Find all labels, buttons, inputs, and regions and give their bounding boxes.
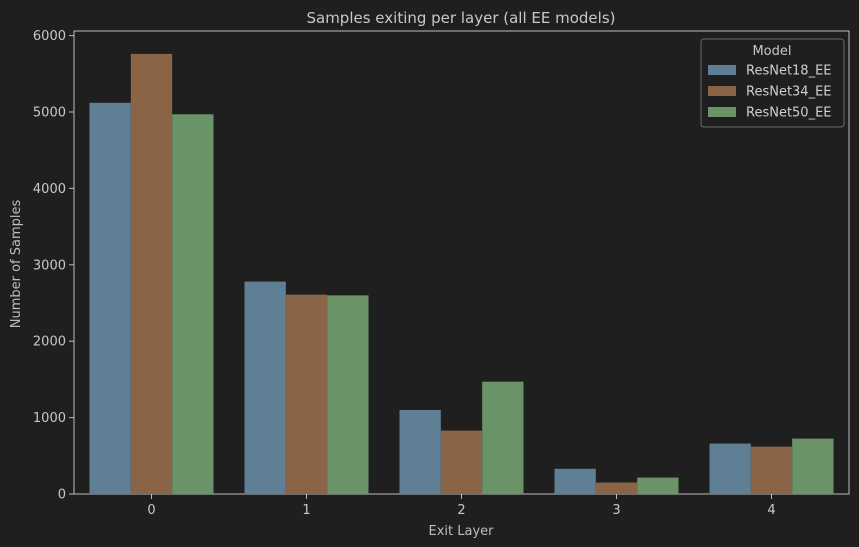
x-axis-label: Exit Layer (429, 524, 495, 539)
bar-resnet34-ee-layer-1 (285, 294, 328, 494)
x-tick-label: 0 (147, 503, 155, 518)
legend-swatch-resnet34-ee (708, 86, 736, 96)
legend-label-resnet34-ee: ResNet34_EE (746, 85, 832, 100)
bar-resnet18-ee-layer-3 (554, 468, 596, 494)
y-axis-label: Number of Samples (9, 200, 24, 329)
bar-resnet50-ee-layer-0 (172, 114, 214, 495)
x-tick-label: 1 (302, 503, 310, 518)
bar-resnet50-ee-layer-3 (637, 477, 679, 494)
bar-resnet50-ee-layer-4 (792, 438, 834, 494)
bar-resnet34-ee-layer-0 (130, 53, 173, 495)
bar-resnet50-ee-layer-1 (327, 295, 369, 494)
plot-area: 0 1000 2000 3000 4000 5000 6000 0 1 2 3 4 (33, 29, 850, 518)
y-tick-label: 4000 (33, 182, 66, 197)
y-tick-label: 2000 (33, 335, 66, 350)
x-tick-label: 3 (612, 503, 620, 518)
bar-resnet18-ee-layer-0 (89, 102, 131, 494)
bar-resnet34-ee-layer-3 (595, 482, 638, 494)
y-tick-label: 1000 (33, 411, 66, 426)
y-tick-label: 6000 (33, 29, 66, 44)
legend: Model ResNet18_EE ResNet34_EE ResNet50_EE (700, 38, 845, 128)
bar-resnet18-ee-layer-1 (244, 281, 286, 494)
y-tick-label: 3000 (33, 258, 66, 273)
legend-frame (700, 38, 845, 128)
x-tick-label: 2 (457, 503, 465, 518)
legend-swatch-resnet18-ee (708, 65, 736, 75)
legend-title: Model (752, 44, 791, 59)
bar-resnet18-ee-layer-4 (709, 443, 751, 494)
chart-title: Samples exiting per layer (all EE models… (306, 9, 615, 27)
legend-swatch-resnet50-ee (708, 107, 736, 117)
y-tick-label: 0 (58, 488, 66, 503)
bar-resnet34-ee-layer-4 (750, 446, 793, 494)
legend-label-resnet18-ee: ResNet18_EE (746, 64, 832, 79)
legend-label-resnet50-ee: ResNet50_EE (746, 106, 832, 121)
bar-resnet34-ee-layer-2 (440, 430, 483, 494)
bar-resnet50-ee-layer-2 (482, 381, 524, 494)
bar-resnet18-ee-layer-2 (399, 409, 441, 494)
y-tick-label: 5000 (33, 105, 66, 120)
x-tick-label: 4 (767, 503, 775, 518)
